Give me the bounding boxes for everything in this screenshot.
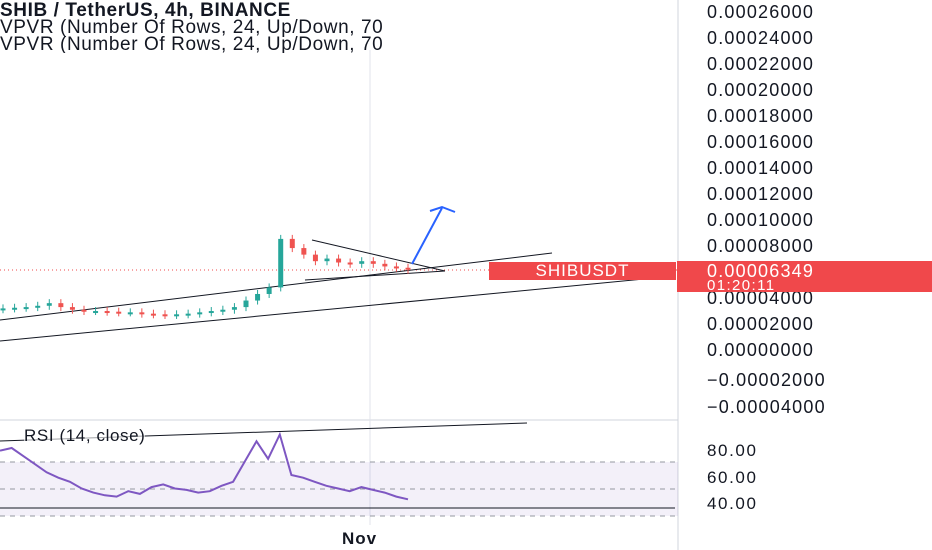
candle	[336, 258, 342, 263]
candle	[393, 266, 399, 269]
candle	[185, 313, 191, 316]
candle	[278, 238, 284, 288]
price-axis-label: 0.00008000	[707, 236, 815, 256]
candle	[81, 309, 87, 312]
channel-lower-line[interactable]	[0, 275, 676, 342]
candle	[301, 248, 307, 255]
price-axis-label: 0.00000000	[707, 340, 815, 360]
candle	[127, 312, 133, 315]
price-axis-label: 0.00014000	[707, 158, 815, 178]
candle	[312, 254, 318, 262]
breakout-arrow[interactable]	[411, 205, 456, 265]
price-axis-label: −0.00004000	[707, 397, 826, 417]
candle	[208, 311, 214, 314]
indicator-vpvr-2[interactable]: VPVR (Number Of Rows, 24, Up/Down, 70	[0, 34, 384, 53]
candle	[370, 261, 376, 264]
candle	[58, 303, 64, 308]
candle	[174, 314, 180, 317]
candle	[139, 312, 145, 315]
rsi-axis-label-80: 80.00	[707, 441, 758, 460]
price-axis-label: 0.00018000	[707, 106, 815, 126]
price-axis-label: 0.00004000	[707, 288, 815, 308]
candle	[220, 309, 226, 312]
candle	[69, 307, 75, 310]
candle	[12, 307, 18, 310]
channel-upper-line[interactable]	[0, 252, 553, 321]
chart-legend[interactable]: SHIB / TetherUS, 4h, BINANCE VPVR (Numbe…	[0, 2, 676, 53]
price-axis-label: 0.00020000	[707, 80, 815, 100]
candle	[150, 313, 156, 316]
candle	[266, 287, 272, 294]
price-axis-label: 0.00010000	[707, 210, 815, 230]
price-axis-label: 0.00024000	[707, 28, 815, 48]
candle	[162, 314, 168, 317]
candle	[0, 308, 6, 311]
candle	[93, 311, 99, 314]
candle	[35, 305, 41, 308]
candle	[289, 238, 295, 249]
price-axis-label: −0.00002000	[707, 370, 826, 390]
triangle-bottom-line[interactable]	[304, 270, 446, 281]
rsi-axis-label-40: 40.00	[707, 494, 758, 513]
bar-countdown: 01:20:11	[707, 277, 776, 294]
price-axis-label: 0.00022000	[707, 54, 815, 74]
price-axis-label: 0.00016000	[707, 132, 815, 152]
price-axis-label: 0.00002000	[707, 314, 815, 334]
candle	[382, 263, 388, 267]
candlesticks	[0, 234, 411, 319]
candle	[116, 311, 122, 314]
time-axis-label: Nov	[342, 529, 378, 548]
rsi-line	[0, 431, 409, 501]
candle	[255, 293, 261, 301]
candle	[104, 311, 110, 314]
candle	[347, 262, 353, 265]
candle	[359, 261, 365, 264]
candle	[23, 307, 29, 310]
chart-title: SHIB / TetherUS, 4h, BINANCE	[0, 2, 291, 21]
candle	[324, 258, 330, 262]
price-axis-label: 0.00026000	[707, 2, 815, 22]
candle	[405, 267, 411, 270]
last-price-tag: 0.00006349 01:20:11	[677, 261, 932, 294]
triangle-top-line[interactable]	[311, 239, 446, 272]
rsi-axis-label-60: 60.00	[707, 468, 758, 487]
indicator-vpvr-1[interactable]: VPVR (Number Of Rows, 24, Up/Down, 70	[0, 17, 384, 38]
symbol-label: SHIBUSDT	[489, 262, 676, 280]
candle	[231, 307, 237, 310]
candle	[46, 303, 52, 306]
last-price-value: 0.00006349	[707, 261, 815, 281]
price-axis-label: 0.00012000	[707, 184, 815, 204]
candle	[197, 312, 203, 315]
rsi-title[interactable]: RSI (14, close)	[24, 426, 146, 446]
candle	[243, 300, 249, 308]
